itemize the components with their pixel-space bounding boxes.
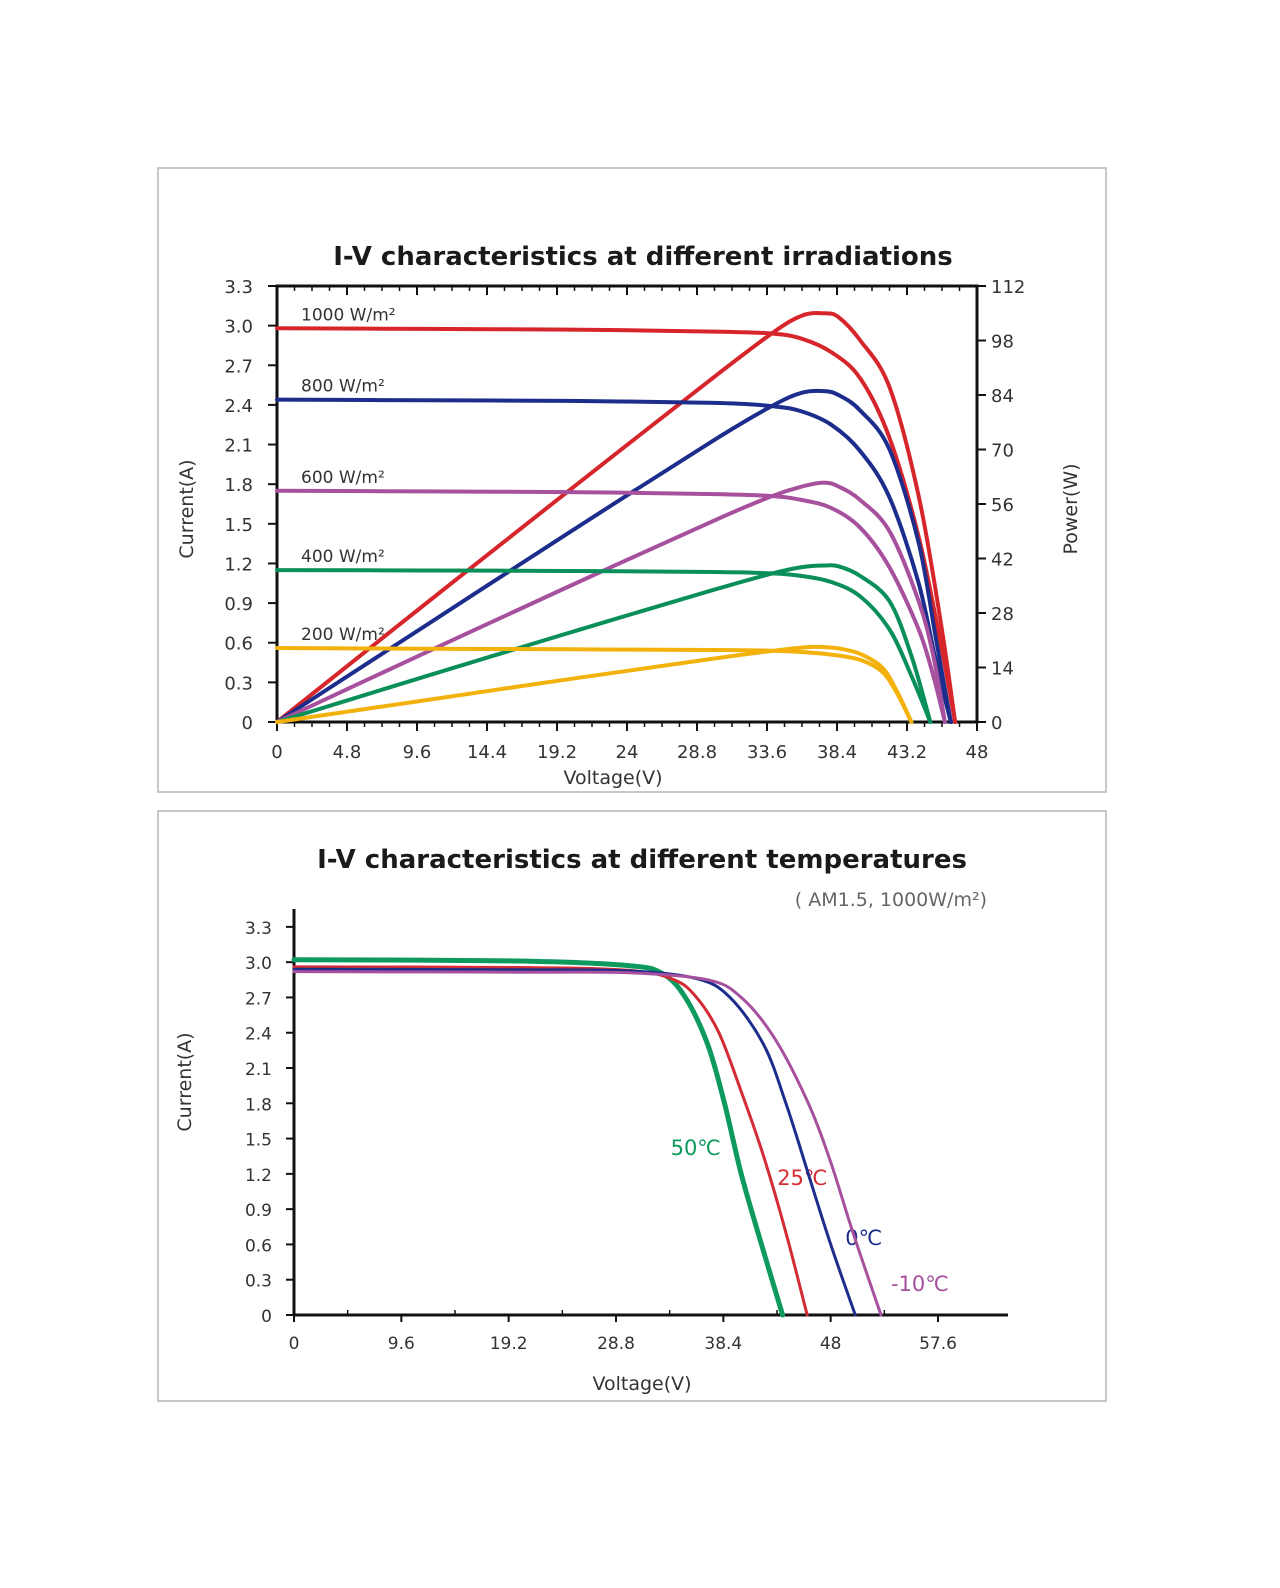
y-tick-label: 0.9 [245,1201,272,1221]
y2-tick-label: 14 [991,659,1014,680]
series-label: 1000 W/m² [301,305,396,325]
y-axis-label: Current(A) [174,1032,196,1131]
x-tick-label: 38.4 [817,742,857,763]
series-1: 25℃ [292,965,828,1317]
x-tick-label: 48 [966,742,989,763]
y-tick-label: 2.7 [245,989,272,1009]
y-tick-label: 1.2 [245,1166,272,1186]
y-tick-label: 2.4 [224,396,253,417]
y-tick-label: 1.2 [224,554,253,575]
series-label: -10℃ [891,1272,949,1296]
series-2: 600 W/m² [275,468,947,724]
y-tick-label: 0 [261,1307,272,1327]
iv-curve [275,397,953,724]
chart-axes: 0 4.8 9.6 14.4 19.2 24 28.8 33.6 38.4 43.2 4800.30… [224,277,1025,763]
temperature-chart: I-V characteristics at different tempera… [174,845,1008,1395]
x-tick-label: 14.4 [467,742,507,763]
plot-frame [275,284,979,724]
y-tick-label: 3.0 [245,954,272,974]
series-label: 400 W/m² [301,547,385,567]
series-label: 25℃ [777,1166,827,1190]
chart-subtitle: ( AM1.5, 1000W/m²) [795,889,987,911]
y-tick-label: 1.5 [245,1131,272,1151]
x-axis-label: Voltage(V) [592,1373,691,1395]
x-tick-label: 4.8 [333,742,362,763]
y2-tick-label: 0 [991,713,1002,734]
x-tick-label: 28.8 [677,742,717,763]
chart-series: 50℃25℃0℃-10℃ [291,957,949,1318]
y2-axis-label: Power(W) [1060,463,1082,554]
y-tick-label: 1.5 [224,515,253,536]
power-curve [275,311,958,724]
x-tick-label: 33.6 [747,742,787,763]
y-tick-label: 2.1 [245,1060,272,1080]
x-tick-label: 9.6 [388,1334,415,1354]
y-tick-label: 0.3 [224,673,253,694]
y2-tick-label: 56 [991,495,1014,516]
series-0: 50℃ [291,957,786,1318]
chart-title: I-V characteristics at different irradia… [333,242,953,272]
power-curve [275,480,947,724]
iv-curve [291,957,786,1318]
iv-curve [292,965,809,1317]
series-label: 800 W/m² [301,377,385,397]
x-tick-label: 19.2 [537,742,577,763]
y-tick-label: 2.7 [224,356,253,377]
y-tick-label: 0.9 [224,594,253,615]
y2-tick-label: 112 [991,277,1025,298]
y2-tick-label: 70 [991,441,1014,462]
x-tick-label: 0 [289,1334,300,1354]
y-tick-label: 3.3 [245,919,272,939]
series-3: -10℃ [292,970,949,1317]
series-label: 50℃ [671,1136,721,1160]
y2-tick-label: 42 [991,550,1014,571]
y-tick-label: 0.6 [224,634,253,655]
y-tick-label: 0 [242,713,253,734]
y-tick-label: 1.8 [224,475,253,496]
power-curve [275,388,953,724]
x-tick-label: 0 [271,742,282,763]
series-1: 800 W/m² [275,377,953,724]
x-axis-label: Voltage(V) [563,767,662,789]
y-tick-label: 1.8 [245,1095,272,1115]
iv-curve [275,488,947,724]
x-tick-label: 48 [820,1334,842,1354]
y-tick-label: 2.1 [224,436,253,457]
y-tick-label: 3.0 [224,317,253,338]
irradiation-chart-panel: I-V characteristics at different irradia… [157,167,1107,793]
y-tick-label: 3.3 [224,277,253,298]
x-tick-label: 19.2 [490,1334,528,1354]
iv-curve [292,967,857,1317]
y-tick-label: 2.4 [245,1025,272,1045]
chart-axes: 0 0.3 0.6 0.9 1.2 1.5 1.8 2.1 2.4 2.7 3.0 3.3 0 9.6 19… [245,909,1008,1354]
x-tick-label: 57.6 [919,1334,957,1354]
y-axis-label: Current(A) [176,459,198,558]
y2-tick-label: 84 [991,386,1014,407]
y2-tick-label: 98 [991,332,1014,353]
chart-series: 1000 W/m² 800 W/m² 600 W/m² 400 W/m² 200 W/m… [275,305,958,724]
series-3: 400 W/m² [275,547,933,724]
x-tick-label: 28.8 [597,1334,635,1354]
series-4: 200 W/m² [275,625,914,724]
chart-title: I-V characteristics at different tempera… [317,845,967,875]
x-tick-label: 24 [616,742,639,763]
x-tick-label: 43.2 [887,742,927,763]
iv-curve [292,970,883,1317]
y-tick-label: 0.6 [245,1236,272,1256]
irradiation-chart: I-V characteristics at different irradia… [176,242,1082,789]
temperature-chart-panel: I-V characteristics at different tempera… [157,810,1107,1402]
power-curve [275,644,914,724]
y2-tick-label: 28 [991,604,1014,625]
power-curve [275,563,933,724]
y-tick-label: 0.3 [245,1272,272,1292]
x-tick-label: 9.6 [403,742,432,763]
x-tick-label: 38.4 [704,1334,742,1354]
iv-curve [275,568,933,724]
series-label: 600 W/m² [301,468,385,488]
series-label: 200 W/m² [301,625,385,645]
